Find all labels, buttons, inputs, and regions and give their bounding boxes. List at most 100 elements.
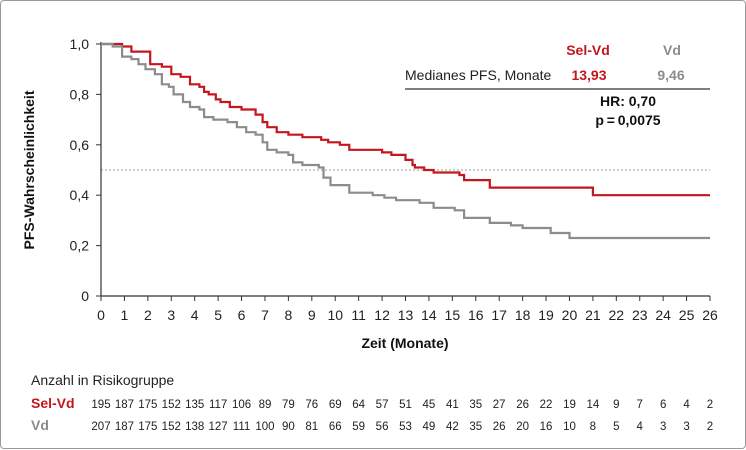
x-tick-label: 6 (238, 307, 246, 323)
risk-cell: 111 (233, 421, 250, 433)
risk-cell: 7 (637, 399, 643, 411)
risk-cell: 19 (563, 399, 576, 411)
risk-cell: 27 (493, 399, 506, 411)
x-tick-label: 23 (632, 307, 648, 323)
risk-cell: 207 (91, 421, 110, 433)
y-tick-labels: 0 0,2 0,4 0,6 0,8 1,0 (70, 36, 101, 304)
risk-cell: 3 (683, 421, 689, 433)
x-tick-label: 18 (515, 307, 531, 323)
risk-cell: 51 (399, 399, 412, 411)
risk-cell: 66 (329, 421, 342, 433)
x-tick-label: 19 (538, 307, 554, 323)
x-tick-label: 1 (121, 307, 129, 323)
risk-cell: 22 (540, 399, 553, 411)
risk-cell: 76 (305, 399, 318, 411)
y-tick-label: 0,6 (70, 137, 90, 153)
risk-cell: 2 (707, 421, 713, 433)
legend-header-vd: Vd (663, 42, 681, 58)
risk-cell: 26 (516, 399, 529, 411)
risk-cell: 127 (209, 421, 228, 433)
risk-cell: 10 (563, 421, 576, 433)
risk-cell: 14 (586, 399, 599, 411)
y-tick-label: 0 (81, 288, 89, 304)
x-tick-label: 26 (702, 307, 718, 323)
risk-cell: 79 (282, 399, 295, 411)
risk-cell: 195 (91, 399, 110, 411)
risk-cell: 20 (516, 421, 529, 433)
x-tick-label: 16 (468, 307, 484, 323)
median-value-sel-vd: 13,93 (571, 67, 606, 83)
median-value-vd: 9,46 (657, 67, 684, 83)
x-tick-label: 17 (491, 307, 507, 323)
risk-cell: 8 (590, 421, 596, 433)
risk-cell: 90 (282, 421, 295, 433)
x-tick-label: 8 (284, 307, 292, 323)
x-tick-label: 3 (167, 307, 175, 323)
median-row-label: Medianes PFS, Monate (405, 67, 552, 83)
risk-cell: 117 (209, 399, 227, 411)
risk-cell: 16 (540, 421, 553, 433)
x-tick-label: 14 (421, 307, 437, 323)
risk-cell: 4 (683, 399, 690, 411)
risk-cell: 175 (138, 421, 157, 433)
x-tick-label: 4 (191, 307, 199, 323)
x-tick-label: 24 (655, 307, 671, 323)
risk-cell: 152 (162, 421, 181, 433)
risk-cell: 152 (162, 399, 181, 411)
risk-cell: 64 (352, 399, 365, 411)
y-tick-label: 0,4 (70, 187, 90, 203)
x-tick-label: 10 (327, 307, 343, 323)
risk-cell: 69 (329, 399, 342, 411)
risk-cell: 42 (446, 421, 459, 433)
curve-sel-vd (101, 42, 710, 197)
risk-cell: 2 (707, 399, 713, 411)
risk-cell: 5 (613, 421, 619, 433)
risk-cell: 175 (138, 399, 157, 411)
risk-cell: 57 (376, 399, 389, 411)
risk-cell: 135 (185, 399, 204, 411)
risk-row-label-sel-vd: Sel-Vd (31, 395, 75, 411)
risk-row-label-vd: Vd (31, 417, 49, 433)
risk-table-title: Anzahl in Risikogruppe (31, 372, 174, 388)
x-tick-label: 22 (609, 307, 625, 323)
risk-cell: 81 (305, 421, 318, 433)
risk-cell: 4 (637, 421, 644, 433)
risk-cell: 138 (185, 421, 204, 433)
risk-cell: 3 (660, 421, 666, 433)
x-tick-label: 21 (585, 307, 601, 323)
x-tick-label: 25 (679, 307, 695, 323)
risk-cell: 187 (115, 421, 134, 433)
x-tick-labels: 0 1 2 3 4 5 6 7 8 9 10 11 12 13 14 15 16 17 18 19 20 21 22 23 24… (97, 296, 718, 323)
risk-cell: 53 (399, 421, 412, 433)
p-value: p = 0,0075 (595, 112, 660, 128)
risk-cell: 49 (423, 421, 436, 433)
risk-cell: 89 (259, 399, 272, 411)
x-tick-label: 5 (214, 307, 222, 323)
x-tick-label: 0 (97, 307, 105, 323)
x-axis-title: Zeit (Monate) (361, 335, 448, 351)
risk-cell: 26 (493, 421, 506, 433)
x-tick-label: 20 (562, 307, 578, 323)
risk-cell: 6 (660, 399, 666, 411)
curve-vd (101, 42, 710, 240)
risk-cell: 59 (352, 421, 365, 433)
hazard-ratio: HR: 0,70 (600, 93, 656, 109)
risk-cell: 9 (613, 399, 619, 411)
risk-cell: 35 (469, 399, 482, 411)
risk-cell: 106 (232, 399, 251, 411)
y-tick-label: 0,2 (70, 238, 90, 254)
y-tick-label: 0,8 (70, 86, 90, 102)
x-tick-label: 9 (308, 307, 316, 323)
x-tick-label: 11 (351, 307, 366, 323)
risk-cell: 41 (446, 399, 459, 411)
y-axis-title: PFS-Wahrscheinlichkeit (21, 90, 37, 249)
x-tick-label: 12 (374, 307, 390, 323)
risk-cell: 35 (469, 421, 482, 433)
risk-cell: 45 (423, 399, 436, 411)
risk-cell: 100 (255, 421, 274, 433)
risk-cell: 187 (115, 399, 134, 411)
survival-curves (101, 42, 710, 240)
risk-cell: 56 (376, 421, 389, 433)
legend-header-sel-vd: Sel-Vd (566, 42, 610, 58)
